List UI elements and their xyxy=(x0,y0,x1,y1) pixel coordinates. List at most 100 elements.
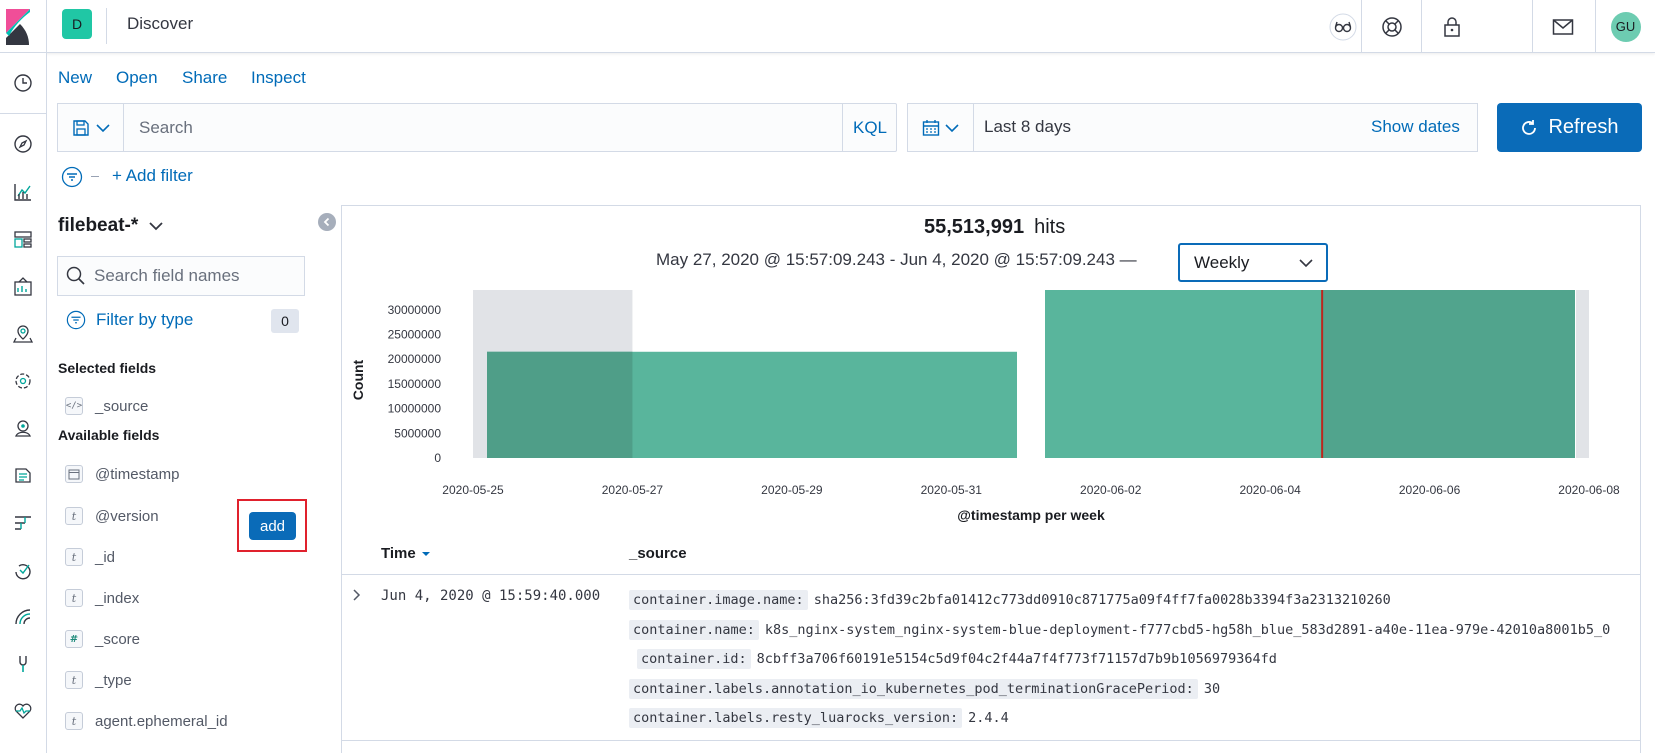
source-field-icon: </> xyxy=(65,397,83,415)
field-item-type[interactable]: t _type xyxy=(65,668,132,692)
field-name: @version xyxy=(95,507,159,525)
y-tick-label: 15000000 xyxy=(388,377,442,391)
filter-icon xyxy=(66,310,86,330)
infrastructure-nav[interactable] xyxy=(6,411,40,445)
refresh-button[interactable]: Refresh xyxy=(1497,103,1642,152)
space-avatar[interactable]: D xyxy=(62,9,92,39)
field-item-score[interactable]: # _score xyxy=(65,627,140,651)
field-item-source[interactable]: </> _source xyxy=(65,394,148,418)
uptime-nav[interactable] xyxy=(6,553,40,587)
user-menu-button[interactable]: GU xyxy=(1595,0,1655,53)
lock-button[interactable] xyxy=(1421,0,1481,53)
y-tick-label: 5000000 xyxy=(394,426,441,440)
field-name: _type xyxy=(95,671,132,689)
field-item-timestamp[interactable]: @timestamp xyxy=(65,462,179,486)
dev-tools-nav[interactable] xyxy=(6,647,40,681)
y-tick-label: 10000000 xyxy=(388,402,442,416)
dashboard-nav[interactable] xyxy=(6,222,40,256)
x-tick-label: 2020-06-08 xyxy=(1558,483,1620,497)
x-axis-label: @timestamp per week xyxy=(957,507,1105,523)
date-picker xyxy=(907,103,1478,152)
x-tick-label: 2020-05-25 xyxy=(442,483,504,497)
nav-divider xyxy=(0,113,47,114)
source-key: container.image.name: xyxy=(629,590,808,610)
siem-nav[interactable] xyxy=(6,600,40,634)
y-tick-label: 20000000 xyxy=(388,352,442,366)
source-value: 30 xyxy=(1203,680,1221,697)
search-input[interactable] xyxy=(124,104,842,151)
filter-options-button[interactable] xyxy=(61,166,83,193)
histogram-chart[interactable]: 0 5000000 10000000 15000000 20000000 25000000… xyxy=(341,290,1641,530)
add-filter-link[interactable]: + Add filter xyxy=(112,166,193,185)
canvas-nav[interactable] xyxy=(6,270,40,304)
menu-inspect[interactable]: Inspect xyxy=(251,68,306,87)
index-pattern-selector[interactable]: filebeat-* xyxy=(58,215,164,237)
monitoring-nav[interactable] xyxy=(6,694,40,728)
x-tick-label: 2020-05-31 xyxy=(921,483,983,497)
page-title: Discover xyxy=(127,14,194,33)
collapse-sidebar-button[interactable] xyxy=(318,213,336,231)
column-header-time[interactable]: Time xyxy=(381,545,431,562)
devtools-icon xyxy=(19,656,27,672)
sort-desc-icon[interactable] xyxy=(421,550,431,558)
field-name: _score xyxy=(95,630,141,648)
histogram-bar[interactable] xyxy=(1045,290,1575,458)
refresh-icon xyxy=(1522,119,1537,135)
source-key: container.id: xyxy=(637,649,751,669)
recently-viewed-nav[interactable] xyxy=(6,66,40,100)
y-tick-label: 25000000 xyxy=(388,327,442,341)
glasses-button[interactable] xyxy=(1313,0,1373,53)
top-header xyxy=(0,0,1655,53)
field-item-id[interactable]: t _id xyxy=(65,545,115,569)
x-tick-label: 2020-06-06 xyxy=(1399,483,1461,497)
kibana-logo[interactable] xyxy=(0,0,47,53)
help-button[interactable] xyxy=(1361,0,1421,53)
row-source: container.image.name: sha256:3fd39c2bfa01… xyxy=(629,586,1629,734)
interval-select[interactable]: Weekly xyxy=(1178,243,1328,282)
maps-nav[interactable] xyxy=(6,317,40,351)
string-field-icon: t xyxy=(65,712,83,730)
infra-icon xyxy=(15,420,31,437)
logs-nav[interactable] xyxy=(6,458,40,492)
column-header-source: _source xyxy=(629,545,687,562)
siem-icon xyxy=(15,609,31,625)
show-dates-link[interactable]: Show dates xyxy=(1371,117,1460,136)
quick-select-button[interactable] xyxy=(907,103,974,152)
apm-nav[interactable] xyxy=(6,506,40,540)
field-name: _source xyxy=(95,397,149,415)
add-field-button[interactable]: add xyxy=(249,512,296,540)
space-initial: D xyxy=(71,16,83,32)
field-item-index[interactable]: t _index xyxy=(65,586,139,610)
x-tick-label: 2020-05-27 xyxy=(602,483,664,497)
source-key: container.name: xyxy=(629,619,759,640)
date-field-icon xyxy=(65,465,83,483)
mail-button[interactable] xyxy=(1532,0,1592,53)
expand-row-button[interactable] xyxy=(352,588,362,607)
x-tick-label: 2020-05-29 xyxy=(761,483,823,497)
compass-icon xyxy=(14,135,32,153)
ml-nav[interactable] xyxy=(6,364,40,398)
field-item-version[interactable]: t @version xyxy=(65,504,159,528)
visualize-icon xyxy=(14,184,31,201)
menu-new[interactable]: New xyxy=(58,68,93,87)
menu-share[interactable]: Share xyxy=(182,68,228,87)
highlight-box xyxy=(237,499,307,552)
hits-count: 55,513,991 xyxy=(924,216,1025,238)
field-name: @timestamp xyxy=(95,465,180,483)
hits-summary: 55,513,991 hits xyxy=(924,216,1065,239)
field-name: _index xyxy=(95,589,140,607)
field-item-agent-ephemeral-id[interactable]: t agent.ephemeral_id xyxy=(65,709,228,733)
source-key: container.labels.annotation_io_kubernete… xyxy=(629,678,1198,699)
menu-open[interactable]: Open xyxy=(116,68,158,87)
query-language-button[interactable]: KQL xyxy=(842,104,897,151)
visualize-nav[interactable] xyxy=(6,175,40,209)
filter-by-type-button[interactable]: Filter by type xyxy=(66,310,193,330)
date-range-label[interactable]: Last 8 days xyxy=(984,117,1071,136)
discover-nav[interactable] xyxy=(6,127,40,161)
field-search-input[interactable] xyxy=(94,260,299,292)
out-of-range-shade xyxy=(1576,290,1589,458)
saved-queries-button[interactable] xyxy=(57,103,124,152)
clock-icon xyxy=(14,74,32,92)
filter-divider xyxy=(91,176,99,177)
filter-count-badge: 0 xyxy=(271,309,299,333)
